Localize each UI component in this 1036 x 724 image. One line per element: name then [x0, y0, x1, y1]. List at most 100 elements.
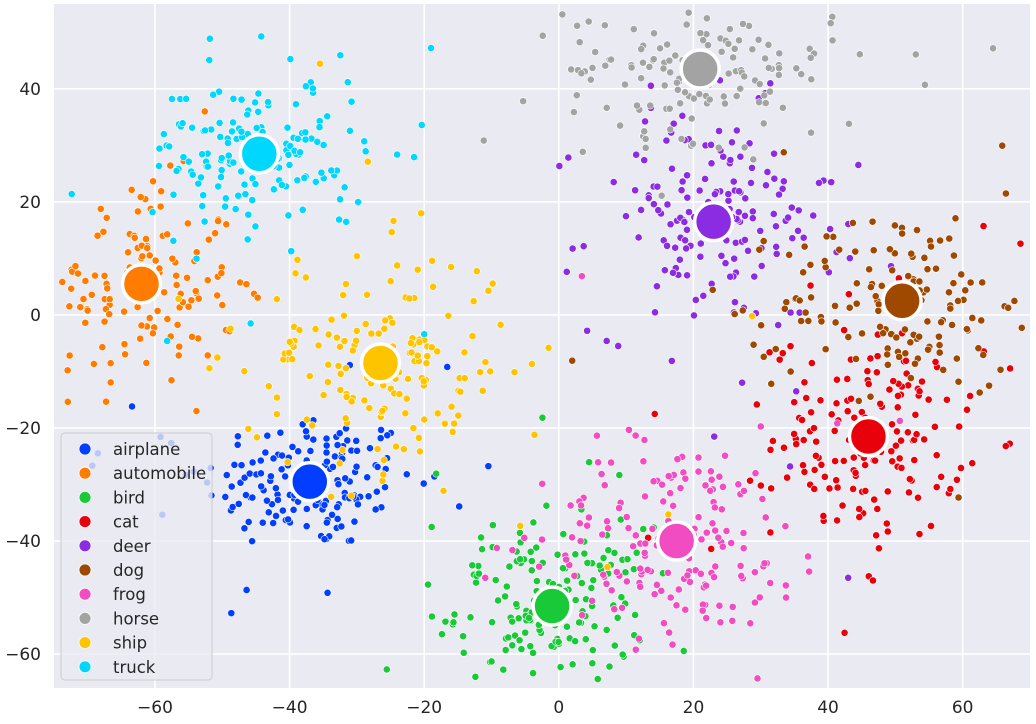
scatter-point-horse: [602, 103, 611, 112]
scatter-point-airplane: [329, 462, 337, 471]
scatter-point-truck: [199, 191, 208, 200]
scatter-point-dog: [877, 281, 886, 290]
scatter-point-horse: [755, 98, 763, 107]
scatter-point-automobile: [163, 230, 172, 239]
scatter-point-airplane: [354, 500, 362, 509]
scatter-point-ship: [415, 338, 424, 347]
scatter-point-truck: [254, 107, 263, 116]
scatter-point-airplane: [402, 470, 411, 479]
scatter-point-dog: [786, 367, 795, 376]
scatter-point-truck: [287, 247, 296, 256]
scatter-point-cat: [850, 413, 859, 422]
scatter-point-bird: [632, 548, 641, 557]
scatter-point-cat: [905, 475, 914, 483]
scatter-point-frog: [607, 586, 616, 595]
scatter-point-horse: [646, 101, 655, 110]
scatter-point-ship: [348, 346, 357, 355]
scatter-point-frog: [492, 544, 501, 552]
legend-marker-airplane: [78, 442, 92, 456]
scatter-point-dog: [924, 345, 932, 354]
scatter-point-ship: [392, 442, 400, 451]
scatter-point-bird: [441, 617, 450, 626]
scatter-point-frog: [610, 605, 619, 614]
scatter-point-bird: [593, 675, 602, 683]
scatter-point-bird: [559, 564, 567, 573]
scatter-point-ship: [363, 290, 371, 299]
scatter-point-ship: [527, 360, 536, 368]
scatter-point-frog: [615, 504, 623, 512]
scatter-point-cat: [883, 487, 892, 496]
centroid-marker-airplane: [289, 460, 331, 503]
scatter-point-bird: [478, 545, 486, 554]
scatter-point-dog: [1010, 297, 1019, 305]
scatter-point-truck: [234, 191, 243, 200]
scatter-point-frog: [597, 470, 606, 478]
scatter-point-cat: [931, 422, 939, 431]
scatter-point-deer: [827, 178, 836, 187]
scatter-point-deer: [745, 139, 754, 148]
scatter-point-cat: [873, 505, 882, 513]
scatter-point-cat: [889, 377, 898, 385]
scatter-point-cat: [855, 505, 864, 513]
scatter-point-automobile: [106, 359, 115, 368]
scatter-point-truck: [229, 118, 237, 127]
scatter-point-dog: [927, 242, 935, 251]
scatter-point-bird: [515, 636, 524, 645]
scatter-point-ship: [334, 361, 343, 370]
centroid-marker-automobile: [120, 263, 163, 305]
scatter-point-horse: [775, 49, 784, 58]
scatter-point-airplane: [288, 442, 297, 451]
scatter-point-deer: [763, 168, 772, 176]
scatter-point-ship: [264, 382, 273, 391]
scatter-point-bird: [588, 646, 597, 654]
scatter-point-cat: [888, 420, 896, 429]
scatter-point-truck: [251, 180, 260, 189]
scatter-point-airplane: [274, 496, 282, 504]
scatter-point-deer: [671, 243, 680, 252]
scatter-point-deer: [766, 79, 775, 88]
scatter-point-horse: [600, 21, 609, 30]
scatter-point-cat: [920, 435, 929, 444]
scatter-point-horse: [778, 103, 787, 112]
scatter-point-cat: [885, 385, 894, 394]
scatter-point-deer: [660, 266, 669, 275]
scatter-point-automobile: [106, 378, 115, 387]
scatter-point-deer: [787, 203, 796, 212]
scatter-point-horse: [591, 48, 600, 56]
scatter-point-deer: [681, 236, 690, 245]
scatter-point-truck: [347, 97, 356, 106]
scatter-point-dog: [961, 286, 970, 295]
scatter-point-automobile: [253, 293, 262, 302]
scatter-point-ship: [478, 386, 487, 395]
scatter-point-automobile: [203, 351, 212, 360]
scatter-point-ship: [433, 347, 442, 356]
x-tick-label: 40: [817, 698, 839, 718]
scatter-point-deer: [675, 255, 684, 264]
scatter-point-horse: [584, 17, 593, 26]
scatter-point-airplane: [322, 448, 331, 457]
legend-marker-truck: [78, 660, 92, 674]
scatter-point-bird: [571, 596, 580, 604]
legend-label-airplane: airplane: [113, 440, 180, 459]
scatter-point-cat: [914, 493, 922, 502]
scatter-point-ship: [427, 343, 436, 352]
scatter-point-bird: [618, 650, 627, 659]
scatter-point-airplane: [331, 452, 339, 461]
scatter-point-cat: [957, 464, 965, 472]
scatter-point-automobile: [137, 321, 146, 330]
legend-label-bird: bird: [113, 488, 145, 507]
scatter-point-airplane: [233, 440, 242, 449]
scatter-point-horse: [572, 91, 581, 100]
scatter-point-ship: [468, 332, 477, 341]
scatter-point-automobile: [204, 235, 213, 244]
scatter-point-bird: [629, 565, 638, 574]
scatter-point-frog: [577, 501, 585, 510]
scatter-point-cat: [810, 466, 819, 474]
scatter-point-bird: [501, 592, 509, 601]
scatter-point-deer: [614, 342, 623, 350]
scatter-point-frog: [676, 484, 685, 492]
scatter-point-ship: [419, 377, 428, 386]
scatter-point-dog: [920, 253, 929, 262]
scatter-point-cat: [897, 436, 905, 445]
scatter-point-bird: [502, 582, 511, 591]
